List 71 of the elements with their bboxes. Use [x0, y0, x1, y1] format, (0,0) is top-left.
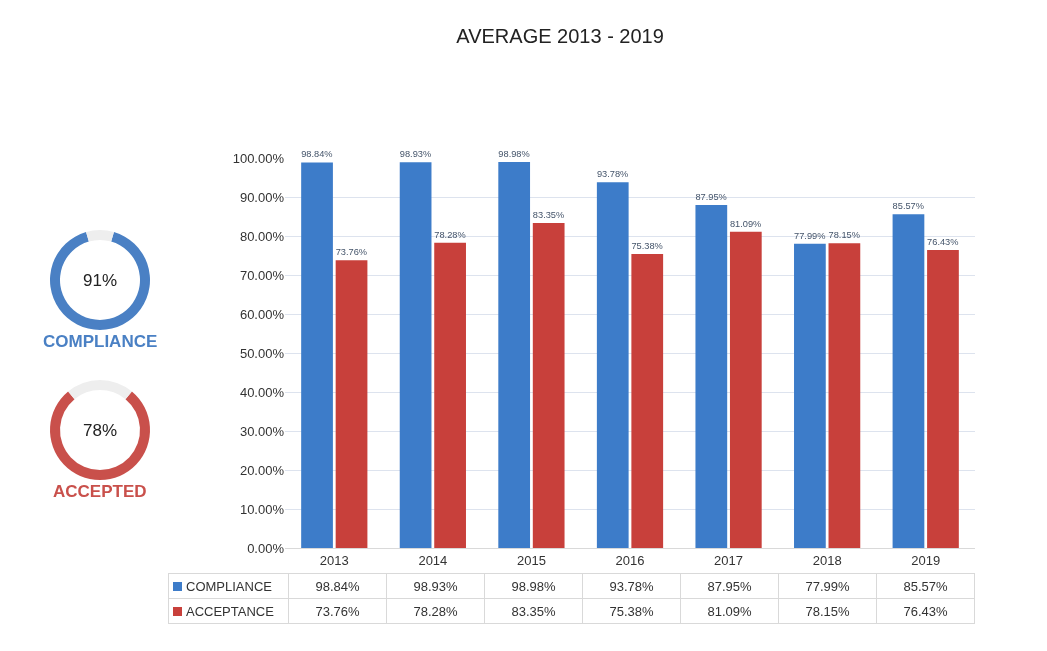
bar — [828, 243, 861, 548]
y-tick-label: 10.00% — [239, 501, 285, 517]
chart-title: AVERAGE 2013 - 2019 — [456, 24, 664, 47]
bar — [596, 182, 629, 548]
bar — [399, 162, 432, 548]
y-tick-label: 90.00% — [239, 189, 285, 205]
data-label: 98.93% — [386, 573, 485, 599]
data-label: 78% — [83, 421, 118, 440]
y-tick-label: 100.00% — [232, 150, 285, 166]
text: COMPLIANCE — [43, 332, 158, 351]
bar — [301, 162, 333, 548]
text: 73.76% — [335, 247, 368, 258]
data-label: 77.99% — [778, 573, 877, 599]
x-tick-label: 2018 — [812, 552, 842, 568]
y-tick-label: 20.00% — [239, 462, 285, 478]
bar — [631, 254, 664, 548]
y-tick-label: 40.00% — [239, 384, 285, 400]
bar — [892, 214, 925, 548]
text: 76.43% — [927, 236, 959, 247]
x-tick-label: 2019 — [911, 552, 941, 568]
data-label: 87.95% — [680, 573, 779, 599]
data-label: 76.43% — [876, 598, 975, 624]
text: 77.99% — [794, 230, 826, 241]
donut-slice — [68, 380, 132, 400]
text: 98.93% — [399, 149, 432, 160]
donut-slice — [50, 231, 150, 330]
data-label: 75.38% — [582, 598, 681, 624]
x-tick-label: 2015 — [516, 552, 546, 568]
bar — [729, 231, 762, 548]
text: 75.38% — [631, 240, 663, 251]
y-tick-label: 70.00% — [239, 267, 285, 283]
bar — [927, 249, 959, 548]
y-tick-label: 60.00% — [239, 306, 285, 322]
text: 98.98% — [498, 148, 530, 159]
x-tick-label: 2017 — [714, 552, 744, 568]
data-label: 98.98% — [484, 573, 583, 599]
text: 85.57% — [892, 201, 924, 212]
x-tick-label: 2014 — [418, 552, 448, 568]
data-label: 73.76% — [288, 598, 387, 624]
data-label: 93.78% — [582, 573, 681, 599]
bar — [794, 243, 826, 548]
y-tick-label: 0.00% — [247, 540, 285, 556]
text: 83.35% — [532, 209, 565, 220]
bar — [335, 260, 368, 548]
bar — [695, 205, 728, 548]
data-label: 78.15% — [778, 598, 877, 624]
donut-slice — [86, 230, 114, 242]
y-tick-label: 80.00% — [239, 228, 285, 244]
x-tick-label: 2013 — [319, 552, 349, 568]
data-label: 91% — [83, 271, 118, 290]
text: 98.84% — [301, 149, 333, 160]
text: 93.78% — [596, 169, 629, 180]
bar — [532, 222, 565, 548]
text: ACCEPTED — [53, 482, 147, 501]
y-tick-label: 30.00% — [239, 423, 285, 439]
data-label: 81.09% — [680, 598, 779, 624]
legend-label: ACCEPTANCE — [168, 598, 289, 624]
text: 87.95% — [695, 191, 727, 202]
text: 78.28% — [434, 229, 466, 240]
data-label: 85.57% — [876, 573, 975, 599]
x-tick-label: 2016 — [615, 552, 645, 568]
legend-label: COMPLIANCE — [168, 573, 289, 599]
text: 81.09% — [729, 218, 762, 229]
bar — [434, 242, 466, 548]
data-label: 83.35% — [484, 598, 583, 624]
y-tick-label: 50.00% — [239, 345, 285, 361]
donut-slice — [50, 391, 150, 480]
data-label: 98.84% — [288, 573, 387, 599]
text: 78.15% — [828, 230, 860, 241]
bar — [498, 161, 531, 548]
data-label: 78.28% — [386, 598, 485, 624]
